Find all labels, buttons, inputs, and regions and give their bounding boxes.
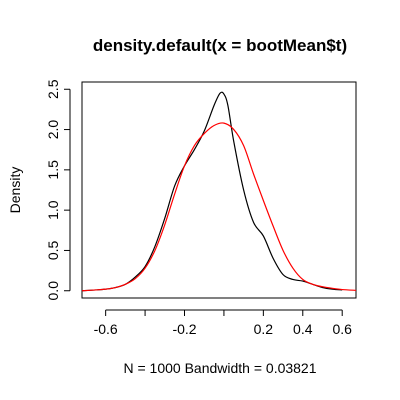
y-tick-label: 1.0 [45,200,61,220]
y-axis: 0.0 0.5 1.0 1.5 2.0 2.5 [45,79,71,301]
y-tick-label: 2.0 [45,120,61,140]
density-line-black [81,91,343,292]
y-tick-label: 1.5 [45,160,61,180]
plot-frame [81,81,357,299]
x-tick-label: -0.6 [94,321,118,337]
series-group [81,91,357,292]
x-axis: -0.6 -0.2 0.2 0.4 0.6 [94,309,352,337]
y-tick-label: 0.5 [45,241,61,261]
y-tick-label: 0.0 [45,281,61,301]
chart-title: density.default(x = bootMean$t) [93,36,347,55]
y-axis-label: Density [7,167,23,214]
density-line-red [81,122,357,292]
x-tick-label: 0.6 [332,321,352,337]
x-tick-label: 0.4 [293,321,313,337]
x-tick-label: -0.2 [172,321,196,337]
x-tick-label: 0.2 [254,321,274,337]
x-axis-label: N = 1000 Bandwidth = 0.03821 [123,360,316,376]
y-tick-label: 2.5 [45,79,61,99]
